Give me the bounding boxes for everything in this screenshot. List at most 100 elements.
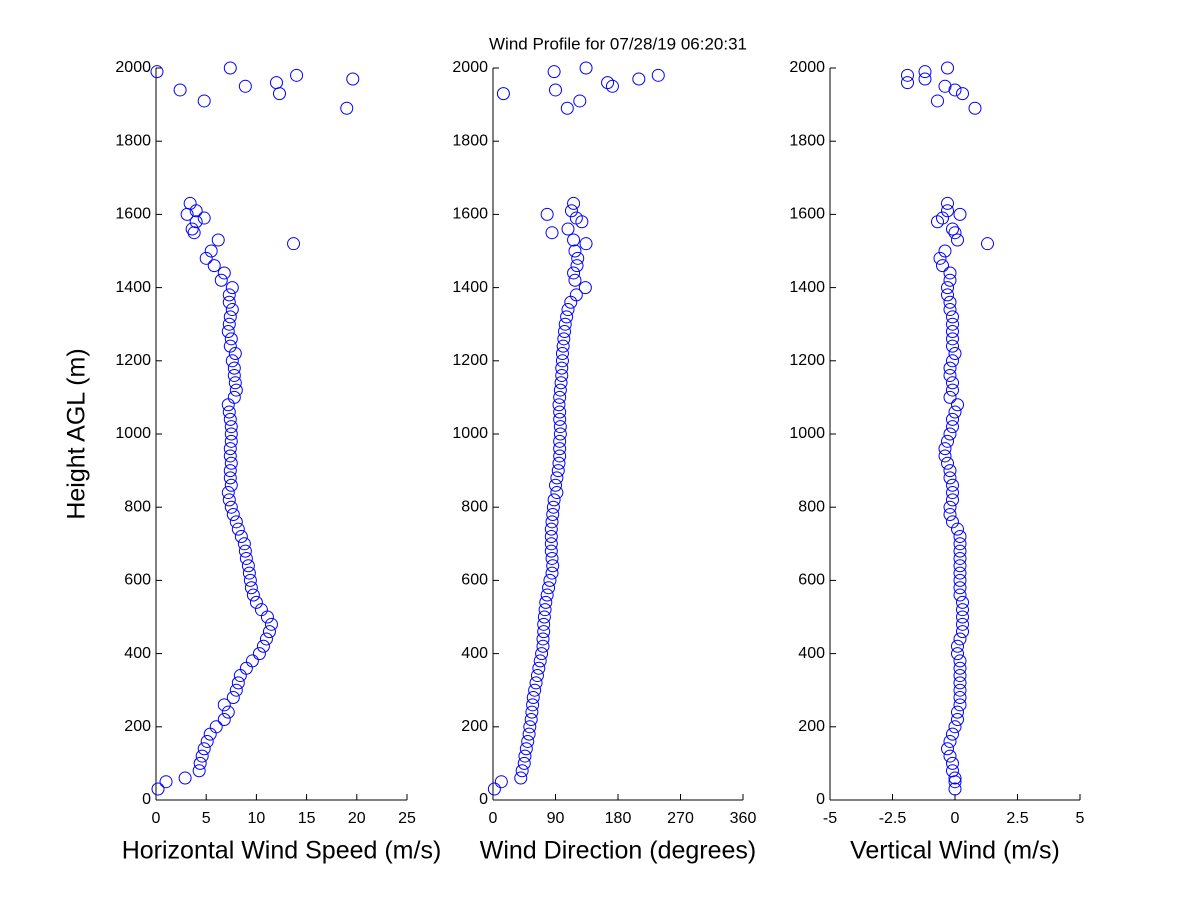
data-point xyxy=(214,273,228,287)
data-point xyxy=(933,251,947,265)
data-point xyxy=(943,508,957,522)
data-point xyxy=(936,211,949,225)
data-point xyxy=(552,398,566,412)
data-point xyxy=(567,266,581,280)
data-point xyxy=(579,237,593,251)
data-point xyxy=(943,303,957,317)
data-point xyxy=(496,87,510,101)
data-point xyxy=(217,698,231,712)
data-point xyxy=(229,383,243,397)
data-point xyxy=(943,390,957,404)
x-tick-label: -2.5 xyxy=(879,810,907,827)
data-point xyxy=(223,310,237,324)
data-point xyxy=(532,661,546,675)
data-point xyxy=(605,79,619,93)
data-point xyxy=(948,720,962,734)
data-point xyxy=(556,339,570,353)
x-tick-label: 10 xyxy=(248,810,266,827)
data-point xyxy=(262,625,276,639)
data-point xyxy=(227,390,241,404)
data-point xyxy=(568,273,582,287)
data-point xyxy=(287,237,301,251)
y-tick-label: 200 xyxy=(798,718,825,735)
data-point xyxy=(555,354,569,368)
y-tick-label: 2000 xyxy=(452,59,488,76)
data-point xyxy=(951,705,964,719)
data-point xyxy=(540,207,554,221)
y-tick-label: 1400 xyxy=(789,279,825,296)
data-point xyxy=(953,537,967,551)
data-point xyxy=(951,233,964,247)
y-tick-label: 2000 xyxy=(789,59,825,76)
data-point xyxy=(223,61,237,75)
data-point xyxy=(553,383,567,397)
y-tick-label: 0 xyxy=(479,791,488,808)
data-point xyxy=(537,610,551,624)
data-point xyxy=(187,226,201,240)
data-point xyxy=(221,398,235,412)
data-point xyxy=(948,83,962,97)
data-point xyxy=(956,603,969,617)
data-point xyxy=(260,610,274,624)
data-point xyxy=(946,493,959,507)
data-point xyxy=(536,632,550,646)
data-point xyxy=(528,683,542,697)
data-point xyxy=(217,266,231,280)
data-point xyxy=(222,288,236,302)
data-point xyxy=(553,434,567,448)
data-point xyxy=(943,500,957,514)
data-point xyxy=(943,471,957,485)
data-point xyxy=(197,742,211,756)
data-point xyxy=(953,661,967,675)
data-point xyxy=(569,211,583,225)
data-point xyxy=(943,427,957,441)
data-point xyxy=(197,211,211,225)
data-point xyxy=(222,317,236,331)
data-point xyxy=(567,233,581,247)
data-point xyxy=(943,368,957,382)
data-point xyxy=(217,712,231,726)
data-point xyxy=(547,493,561,507)
data-point xyxy=(561,303,575,317)
data-point xyxy=(224,456,238,470)
data-point xyxy=(264,617,278,631)
data-point xyxy=(555,361,569,375)
data-point xyxy=(204,244,218,258)
data-point xyxy=(226,691,240,705)
x-axis-label: Wind Direction (degrees) xyxy=(480,837,757,865)
data-point xyxy=(948,346,962,360)
data-point xyxy=(522,727,536,741)
data-point xyxy=(918,65,932,79)
data-point xyxy=(545,551,559,565)
data-point xyxy=(579,61,593,75)
data-point xyxy=(244,581,258,595)
data-point xyxy=(346,72,360,86)
data-point xyxy=(221,486,235,500)
data-point xyxy=(553,412,567,426)
data-point xyxy=(245,654,259,668)
data-point xyxy=(953,698,967,712)
data-point xyxy=(494,775,508,789)
data-point xyxy=(269,76,283,90)
data-point xyxy=(553,420,567,434)
data-point xyxy=(239,551,253,565)
data-point xyxy=(951,522,964,536)
data-point xyxy=(290,68,304,82)
y-tick-label: 1800 xyxy=(452,132,488,149)
y-tick-label: 400 xyxy=(124,645,151,662)
data-point xyxy=(199,251,213,265)
y-tick-label: 1800 xyxy=(789,132,825,149)
data-point xyxy=(514,771,528,785)
data-point xyxy=(521,734,535,748)
y-tick-label: 400 xyxy=(461,645,488,662)
data-point xyxy=(526,691,540,705)
x-tick-label: 15 xyxy=(298,810,316,827)
data-point xyxy=(941,204,954,218)
data-point xyxy=(953,207,967,221)
data-point xyxy=(943,749,957,763)
x-tick-label: 2.5 xyxy=(1006,810,1028,827)
data-point xyxy=(941,281,954,295)
data-point xyxy=(946,222,959,236)
x-tick-label: 180 xyxy=(605,810,632,827)
